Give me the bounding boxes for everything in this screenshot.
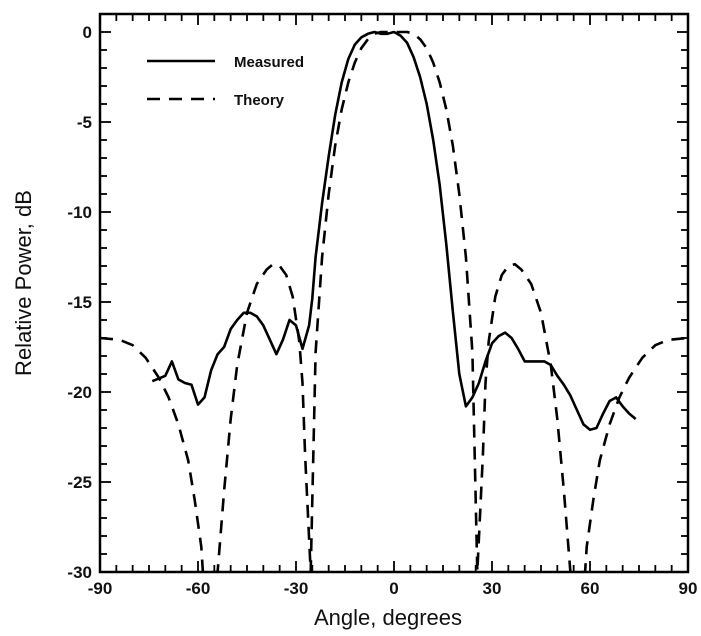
- y-tick-label: -15: [67, 293, 92, 312]
- x-tick-label: -90: [88, 579, 113, 598]
- x-tick-label: 30: [483, 579, 502, 598]
- plot-frame: [98, 12, 690, 574]
- y-tick-label: -20: [67, 383, 92, 402]
- y-axis-title: Relative Power, dB: [11, 190, 36, 376]
- x-tick-label: 90: [679, 579, 698, 598]
- series-line-measured: [151, 30, 637, 432]
- y-tick-label: 0: [83, 23, 92, 42]
- x-tick-label: -60: [186, 579, 211, 598]
- plot-layer: -90 -60 -30 0 30 60 90 0 -5 -10 -15 -20 -25 -30 Angle,…: [11, 12, 698, 630]
- legend-label-theory: Theory: [234, 92, 285, 109]
- y-tick-label: -5: [77, 113, 92, 132]
- y-tick-label: -10: [67, 203, 92, 222]
- x-axis-title: Angle, degrees: [314, 605, 462, 630]
- x-tick-label: 60: [581, 579, 600, 598]
- series-line-theory: [100, 30, 688, 572]
- y-tick-label: -30: [67, 563, 92, 582]
- legend-label-measured: Measured: [234, 54, 304, 71]
- x-tick-label: -30: [284, 579, 309, 598]
- x-tick-label: 0: [389, 579, 398, 598]
- y-tick-label: -25: [67, 473, 92, 492]
